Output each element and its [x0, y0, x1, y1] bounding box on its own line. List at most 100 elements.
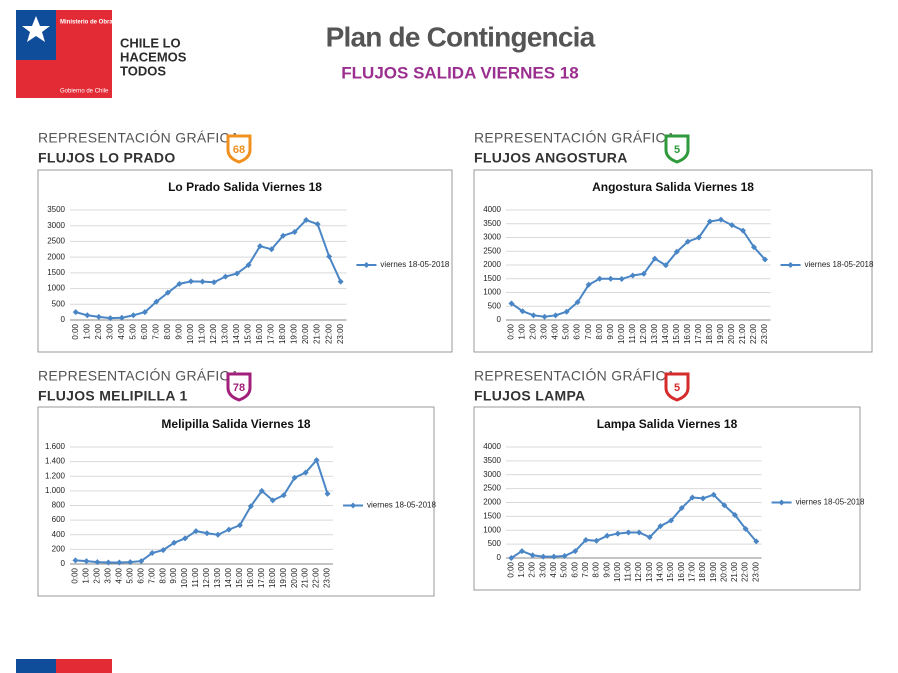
x-tick-label: 16:00 — [246, 567, 255, 588]
subtitle: FLUJOS SALIDA VIERNES 18 — [341, 63, 578, 82]
data-point — [160, 547, 167, 554]
data-point — [72, 309, 79, 316]
y-tick-label: 2500 — [483, 484, 501, 493]
panel-heading: REPRESENTACIÓN GRÁFICA — [38, 130, 240, 146]
x-tick-label: 21:00 — [730, 561, 739, 582]
footer-bar — [56, 659, 112, 673]
y-tick-label: 1.400 — [45, 457, 66, 466]
x-tick-label: 8:00 — [163, 323, 172, 339]
slogan: TODOS — [120, 63, 166, 78]
data-point — [662, 262, 669, 269]
x-tick-label: 8:00 — [592, 561, 601, 577]
chart: Angostura Salida Viernes 18 0 500 1000 1500 2… — [473, 169, 874, 353]
legend-label: viernes 18-05-2018 — [796, 498, 865, 507]
y-tick-label: 3500 — [483, 219, 501, 228]
x-tick-label: 9:00 — [169, 567, 178, 583]
x-tick-label: 15:00 — [672, 323, 681, 344]
x-tick-label: 14:00 — [224, 567, 233, 588]
data-point — [105, 559, 112, 566]
y-tick-label: 3000 — [47, 221, 65, 230]
x-tick-label: 12:00 — [634, 561, 643, 582]
x-tick-label: 5:00 — [128, 323, 137, 339]
data-point — [636, 529, 643, 536]
data-point — [750, 244, 757, 251]
x-tick-label: 13:00 — [650, 323, 659, 344]
data-point — [164, 289, 171, 296]
x-tick-label: 11:00 — [628, 323, 637, 343]
legend-marker — [778, 499, 785, 506]
data-point — [199, 278, 206, 285]
y-tick-label: 4000 — [483, 442, 501, 451]
x-tick-label: 3:00 — [540, 323, 549, 339]
chart: Melipilla Salida Viernes 18 0 200 400 600 800… — [37, 406, 437, 597]
y-tick-label: 2000 — [483, 260, 501, 269]
y-tick-label: 500 — [488, 539, 502, 548]
y-tick-label: 600 — [52, 515, 66, 524]
x-tick-label: 0:00 — [506, 561, 515, 577]
data-point — [280, 232, 287, 239]
y-tick-label: 3000 — [483, 470, 501, 479]
data-point — [326, 253, 333, 260]
x-tick-label: 7:00 — [581, 561, 590, 577]
x-tick-label: 2:00 — [529, 323, 538, 339]
y-tick-label: 200 — [52, 544, 66, 553]
data-point — [236, 522, 243, 529]
data-point — [182, 535, 189, 542]
chart-frame — [37, 169, 453, 353]
x-tick-label: 8:00 — [158, 567, 167, 583]
data-point — [171, 539, 178, 546]
x-tick-label: 6:00 — [573, 323, 582, 339]
x-tick-label: 1:00 — [517, 561, 526, 577]
data-point — [268, 246, 275, 253]
data-point — [700, 495, 707, 502]
x-tick-label: 11:00 — [198, 323, 207, 343]
y-tick-label: 2000 — [483, 498, 501, 507]
data-point — [742, 525, 749, 532]
x-tick-label: 10:00 — [180, 567, 189, 588]
data-point — [572, 548, 579, 555]
government: Gobierno de Chile — [60, 89, 109, 95]
data-point — [657, 523, 664, 530]
y-tick-label: 400 — [52, 530, 66, 539]
data-point — [118, 314, 125, 321]
x-tick-label: 19:00 — [716, 323, 725, 344]
data-point — [222, 273, 229, 280]
data-point — [629, 272, 636, 279]
y-tick-label: 500 — [488, 301, 502, 310]
data-point — [508, 555, 515, 561]
data-point — [706, 218, 713, 225]
y-tick-label: 1000 — [483, 288, 501, 297]
data-point — [563, 308, 570, 315]
y-tick-label: 3000 — [483, 233, 501, 242]
data-point — [258, 487, 265, 494]
x-tick-label: 14:00 — [661, 323, 670, 344]
x-tick-label: 5:00 — [560, 561, 569, 577]
data-point — [582, 536, 589, 543]
x-tick-label: 22:00 — [312, 567, 321, 588]
x-tick-label: 7:00 — [584, 323, 593, 339]
x-tick-label: 19:00 — [290, 323, 299, 344]
data-point — [127, 559, 134, 566]
data-point — [95, 313, 102, 320]
data-point — [540, 553, 547, 560]
data-point — [141, 309, 148, 316]
badge-number: 78 — [233, 382, 245, 394]
badge-number: 68 — [233, 144, 245, 156]
chart-title: Lampa Salida Viernes 18 — [597, 417, 738, 431]
x-tick-label: 8:00 — [595, 323, 604, 339]
x-tick-label: 22:00 — [749, 323, 758, 344]
x-tick-label: 0:00 — [71, 323, 80, 339]
chart-title: Lo Prado Salida Viernes 18 — [168, 180, 322, 194]
x-tick-label: 17:00 — [687, 561, 696, 582]
data-point — [291, 474, 298, 481]
x-tick-label: 9:00 — [602, 561, 611, 577]
data-point — [280, 492, 287, 499]
panel-heading: REPRESENTACIÓN GRÁFICA — [474, 368, 676, 384]
x-tick-label: 18:00 — [698, 561, 707, 582]
y-tick-label: 1.600 — [45, 442, 66, 451]
x-tick-label: 21:00 — [738, 323, 747, 344]
y-tick-label: 2500 — [47, 237, 65, 246]
x-tick-label: 3:00 — [105, 323, 114, 339]
x-tick-label: 2:00 — [93, 567, 102, 583]
x-tick-label: 21:00 — [301, 567, 310, 588]
